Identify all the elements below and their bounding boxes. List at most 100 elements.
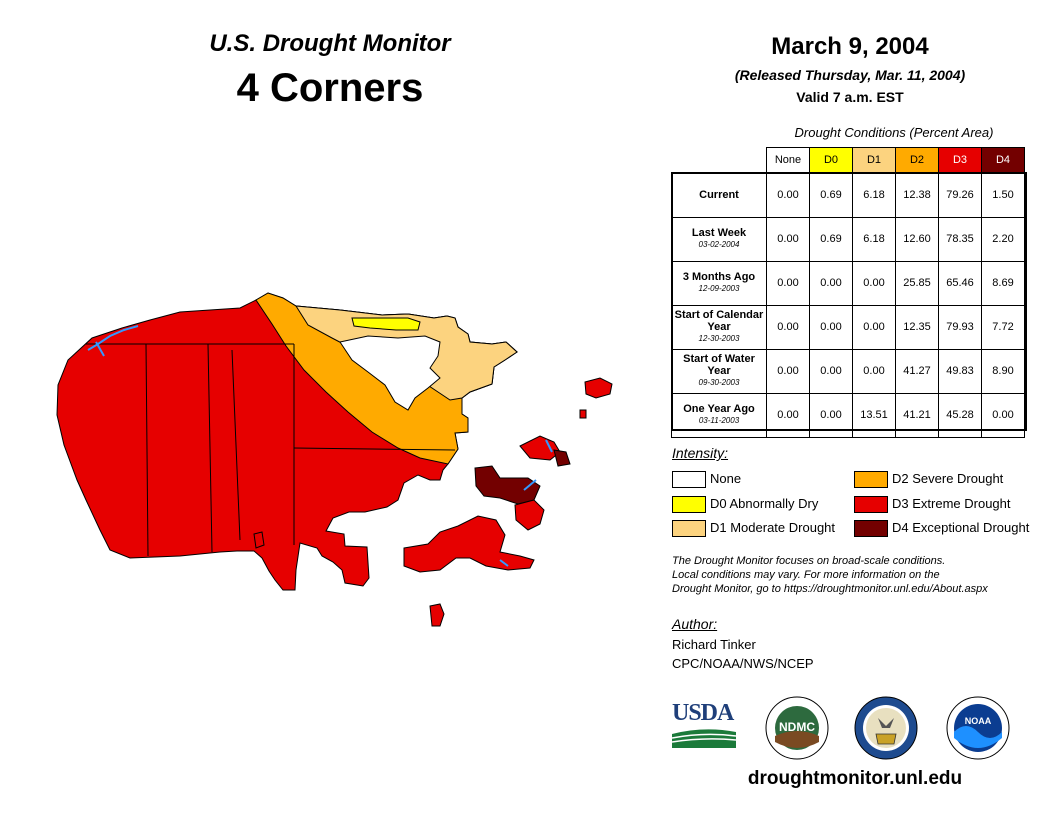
row-label-last-week: Last Week 03-02-2004 bbox=[671, 216, 767, 262]
col-header-d0: D0 bbox=[809, 147, 853, 173]
region-d3-islet4 bbox=[579, 409, 587, 419]
author-org: CPC/NOAA/NWS/NCEP bbox=[672, 656, 814, 671]
table-cell: 79.26 bbox=[938, 172, 982, 218]
table-cell: 8.69 bbox=[981, 260, 1025, 306]
table-cell: 49.83 bbox=[938, 348, 982, 394]
legend-swatch bbox=[672, 471, 706, 488]
col-header-d1: D1 bbox=[852, 147, 896, 173]
table-cell: 78.35 bbox=[938, 216, 982, 262]
row-label-one-year-ago: One Year Ago 03-11-2003 bbox=[671, 392, 767, 438]
legend-title: Intensity: bbox=[672, 445, 729, 461]
usda-logo-text: USDA bbox=[672, 700, 734, 726]
map-title: 4 Corners bbox=[236, 66, 424, 110]
legend-label: None bbox=[710, 471, 742, 486]
valid-time: Valid 7 a.m. EST bbox=[796, 89, 904, 105]
note-line: Drought Monitor, go to https://droughtmo… bbox=[672, 583, 988, 595]
drought-map bbox=[56, 292, 613, 627]
note-line: The Drought Monitor focuses on broad-sca… bbox=[672, 555, 946, 567]
table-cell: 0.00 bbox=[981, 392, 1025, 438]
disclaimer-note: The Drought Monitor focuses on broad-sca… bbox=[672, 554, 1047, 596]
table-cell: 41.21 bbox=[895, 392, 939, 438]
table-row: One Year Ago 03-11-2003 0.00 0.00 13.51 4… bbox=[671, 392, 1025, 438]
table-cell: 0.00 bbox=[766, 260, 810, 306]
table-cell: 0.00 bbox=[809, 260, 853, 306]
table-row: Current 0.00 0.69 6.18 12.38 79.26 1.50 bbox=[671, 172, 1025, 218]
col-header-d2: D2 bbox=[895, 147, 939, 173]
row-date: 12-09-2003 bbox=[698, 284, 740, 293]
table-cell: 0.00 bbox=[809, 348, 853, 394]
website-link[interactable]: droughtmonitor.unl.edu bbox=[747, 768, 963, 789]
table-cell: 2.20 bbox=[981, 216, 1025, 262]
row-label-start-calendar-year: Start of Calendar Year 12-30-2003 bbox=[671, 304, 767, 350]
legend-label: D2 Severe Drought bbox=[892, 471, 1004, 486]
table-cell: 0.00 bbox=[809, 392, 853, 438]
table-cell: 7.72 bbox=[981, 304, 1025, 350]
commerce-seal-icon bbox=[854, 696, 918, 760]
table-cell: 79.93 bbox=[938, 304, 982, 350]
note-line: Local conditions may vary. For more info… bbox=[672, 569, 940, 581]
table-row: Start of Calendar Year 12-30-2003 0.00 0.… bbox=[671, 304, 1025, 350]
table-cell: 12.60 bbox=[895, 216, 939, 262]
table-cell: 13.51 bbox=[852, 392, 896, 438]
table-row: 3 Months Ago 12-09-2003 0.00 0.00 0.00 25… bbox=[671, 260, 1025, 306]
row-date: 03-02-2004 bbox=[698, 240, 740, 249]
table-cell: 6.18 bbox=[852, 216, 896, 262]
region-d3-islet2 bbox=[519, 435, 561, 461]
ndmc-logo: NDMC bbox=[765, 696, 829, 760]
table-cell: 45.28 bbox=[938, 392, 982, 438]
rivers bbox=[87, 325, 553, 567]
table-cell: 0.00 bbox=[766, 348, 810, 394]
region-d3-southeast bbox=[403, 515, 535, 573]
noaa-logo-text: NOAA bbox=[965, 716, 992, 726]
region-none bbox=[339, 335, 441, 411]
table-corner bbox=[671, 147, 767, 174]
table-cell: 0.69 bbox=[809, 216, 853, 262]
drought-conditions-table: None D0 D1 D2 D3 D4 Current 0.00 0.69 6.… bbox=[671, 147, 1025, 438]
region-d3-islet1 bbox=[584, 377, 613, 399]
region-d0 bbox=[351, 317, 421, 331]
row-date: 09-30-2003 bbox=[698, 378, 740, 387]
col-header-d4: D4 bbox=[981, 147, 1025, 173]
table-cell: 6.18 bbox=[852, 172, 896, 218]
row-date: 12-30-2003 bbox=[698, 334, 740, 343]
legend-label: D4 Exceptional Drought bbox=[892, 520, 1030, 535]
map-subtitle: U.S. Drought Monitor bbox=[209, 30, 451, 57]
region-d3-east bbox=[514, 499, 545, 531]
usda-logo: USDA bbox=[671, 700, 737, 748]
region-d3-islet3 bbox=[429, 603, 445, 627]
region-d3-islet5 bbox=[253, 531, 265, 549]
legend-swatch bbox=[672, 496, 706, 513]
row-date: 03-11-2003 bbox=[698, 416, 740, 425]
noaa-logo: NOAA bbox=[946, 696, 1010, 760]
table-cell: 0.00 bbox=[766, 392, 810, 438]
legend-label: D1 Moderate Drought bbox=[710, 520, 836, 535]
table-cell: 0.00 bbox=[766, 216, 810, 262]
table-row: Start of Water Year 09-30-2003 0.00 0.00 … bbox=[671, 348, 1025, 394]
release-date: (Released Thursday, Mar. 11, 2004) bbox=[734, 67, 966, 83]
legend-swatch bbox=[854, 471, 888, 488]
legend-swatch bbox=[854, 520, 888, 537]
author-name: Richard Tinker bbox=[672, 637, 756, 652]
region-d4-islet bbox=[553, 449, 571, 467]
ndmc-logo-text: NDMC bbox=[779, 720, 815, 734]
legend-label: D0 Abnormally Dry bbox=[710, 496, 819, 511]
table-row: Last Week 03-02-2004 0.00 0.69 6.18 12.60… bbox=[671, 216, 1025, 262]
table-cell: 0.69 bbox=[809, 172, 853, 218]
table-cell: 12.38 bbox=[895, 172, 939, 218]
table-cell: 0.00 bbox=[766, 172, 810, 218]
row-label-3-months-ago: 3 Months Ago 12-09-2003 bbox=[671, 260, 767, 306]
legend-label: D3 Extreme Drought bbox=[892, 496, 1011, 511]
table-cell: 0.00 bbox=[852, 304, 896, 350]
row-label-current: Current bbox=[671, 172, 767, 218]
author-title: Author: bbox=[672, 616, 718, 632]
county-lines bbox=[86, 343, 456, 557]
table-cell: 1.50 bbox=[981, 172, 1025, 218]
table-cell: 41.27 bbox=[895, 348, 939, 394]
col-header-none: None bbox=[766, 147, 810, 173]
table-cell: 0.00 bbox=[852, 260, 896, 306]
row-label-start-water-year: Start of Water Year 09-30-2003 bbox=[671, 348, 767, 394]
table-cell: 8.90 bbox=[981, 348, 1025, 394]
usda-field-icon bbox=[671, 729, 737, 748]
table-cell: 25.85 bbox=[895, 260, 939, 306]
map-date: March 9, 2004 bbox=[771, 33, 929, 60]
